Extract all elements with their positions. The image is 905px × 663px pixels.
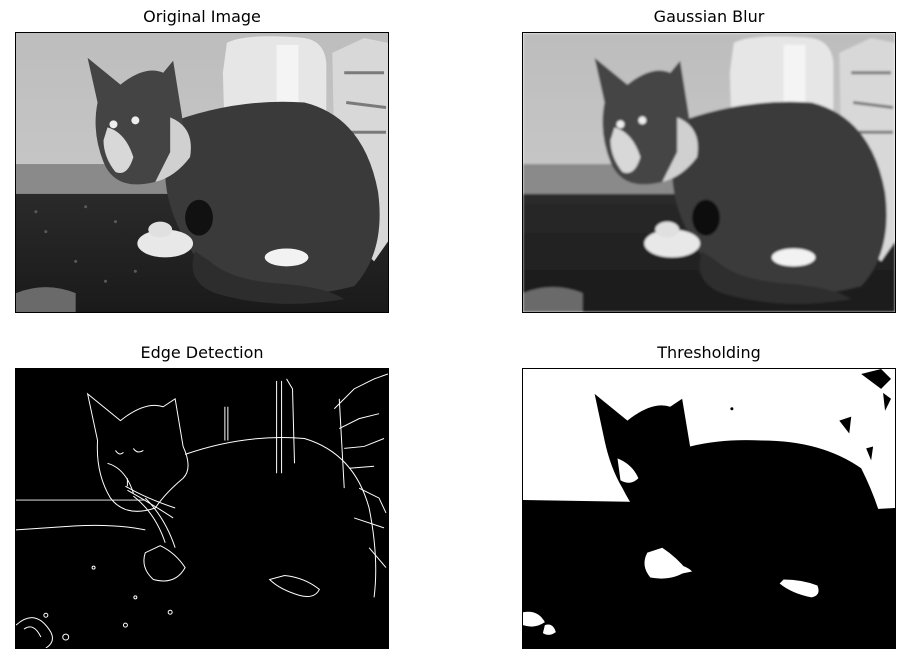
edge-map-image bbox=[16, 369, 388, 648]
panel-title-threshold: Thresholding bbox=[657, 343, 761, 362]
threshold-image bbox=[523, 369, 895, 648]
original-image-panel bbox=[15, 32, 389, 313]
edge-detection-panel bbox=[15, 368, 389, 649]
original-cat-image bbox=[16, 33, 388, 312]
thresholding-panel bbox=[522, 368, 896, 649]
panel-title-blur: Gaussian Blur bbox=[653, 7, 765, 26]
blurred-cat-image bbox=[523, 33, 895, 312]
gaussian-blur-panel bbox=[522, 32, 896, 313]
panel-title-edges: Edge Detection bbox=[140, 343, 264, 362]
panel-title-original: Original Image bbox=[143, 7, 261, 26]
